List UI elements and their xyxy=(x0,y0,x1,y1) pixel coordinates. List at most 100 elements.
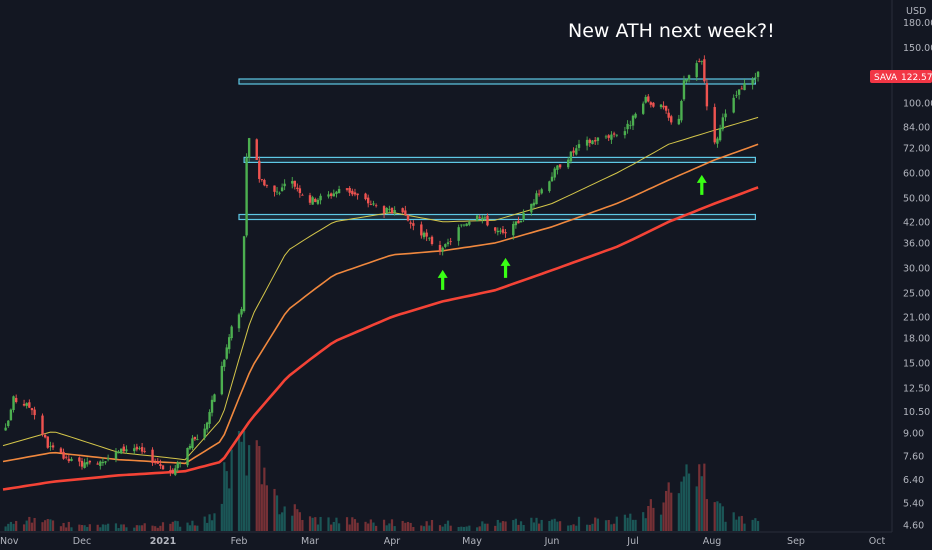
candle xyxy=(501,226,505,235)
volume-bar xyxy=(695,486,698,531)
time-axis[interactable]: Nov Dec 2021 Feb Mar Apr May Jun Jul Aug Sep Oct xyxy=(0,536,885,547)
candle xyxy=(25,402,28,409)
candle xyxy=(685,78,688,84)
candle xyxy=(588,138,591,147)
volume-bar xyxy=(78,524,81,531)
candle xyxy=(519,220,523,223)
time-tick-label: Dec xyxy=(73,536,91,547)
candle xyxy=(345,188,349,192)
time-tick-label: 2021 xyxy=(150,536,176,547)
volume-bar xyxy=(125,527,128,531)
candle xyxy=(14,394,18,404)
candle xyxy=(569,151,573,164)
volume-bar xyxy=(4,526,7,531)
candle xyxy=(481,215,484,224)
volume-bar xyxy=(680,481,683,531)
volume-bar xyxy=(159,525,162,531)
candle xyxy=(406,214,410,222)
volume-bar xyxy=(375,525,378,531)
candle xyxy=(567,156,570,170)
volume-bar xyxy=(141,525,144,531)
volume-bar xyxy=(332,521,335,531)
candle xyxy=(67,454,71,464)
candle xyxy=(514,221,518,229)
volume-bar xyxy=(613,523,616,531)
volume-bar xyxy=(186,522,189,531)
candle xyxy=(237,312,241,333)
volume-bar xyxy=(634,519,637,531)
candle xyxy=(369,200,373,206)
candle xyxy=(114,447,118,463)
volume-bar xyxy=(99,527,102,531)
candle xyxy=(465,223,468,227)
candle xyxy=(30,407,34,415)
volume-bar xyxy=(46,519,49,531)
candle xyxy=(604,134,608,140)
candle xyxy=(298,185,302,198)
volume-bar xyxy=(724,521,727,531)
volume-bar xyxy=(647,505,650,531)
candle xyxy=(388,205,391,213)
price-tick-label: 7.60 xyxy=(903,452,924,463)
volume-bar xyxy=(237,431,241,531)
volume-bar xyxy=(382,519,386,531)
volume-bar xyxy=(338,523,341,531)
candle xyxy=(478,214,481,219)
up-arrow-icon xyxy=(500,257,511,278)
candle xyxy=(296,183,299,192)
volume-bar xyxy=(514,518,517,531)
volume-bar xyxy=(44,520,47,531)
volume-bar xyxy=(245,475,248,531)
volume-bar xyxy=(367,523,370,531)
volume-bar xyxy=(293,504,296,531)
candle xyxy=(724,109,727,122)
candle xyxy=(96,461,99,465)
candle xyxy=(143,447,146,454)
volume-bar xyxy=(88,524,91,531)
candle xyxy=(280,183,284,192)
candle xyxy=(308,192,312,206)
price-tick-label: 150.00 xyxy=(903,43,932,54)
candle xyxy=(530,203,533,216)
volume-bar xyxy=(169,523,172,531)
candle xyxy=(7,420,10,428)
candle xyxy=(191,435,194,450)
volume-bar xyxy=(522,524,525,531)
candle xyxy=(732,94,735,114)
volume-bar xyxy=(649,499,652,531)
candle xyxy=(631,114,635,130)
volume-bar xyxy=(114,523,118,531)
candle xyxy=(80,457,84,470)
up-arrow-icon xyxy=(437,269,448,290)
volume-bar xyxy=(22,524,26,531)
volume-bar xyxy=(665,490,668,531)
price-tick-label: 12.50 xyxy=(903,383,930,394)
volume-bar xyxy=(206,522,209,531)
volume-bar xyxy=(631,519,635,531)
volume-bar xyxy=(740,515,743,531)
candle xyxy=(83,458,86,469)
volume-bar xyxy=(12,523,15,531)
time-tick-label: Mar xyxy=(301,536,319,547)
volume-bar xyxy=(572,524,575,531)
candle xyxy=(43,433,47,439)
candle xyxy=(327,191,330,199)
volume-bar xyxy=(519,521,523,531)
volume-bar xyxy=(388,523,391,531)
volume-bar xyxy=(404,522,407,531)
volume-bar xyxy=(591,523,594,531)
volume-bar xyxy=(517,524,520,531)
candle xyxy=(176,460,179,472)
candle xyxy=(62,448,65,460)
volume-bar xyxy=(179,526,182,531)
candle xyxy=(193,436,197,441)
volume-bar xyxy=(732,512,735,531)
volume-bar xyxy=(143,523,146,531)
candle xyxy=(698,58,701,63)
volume-bar xyxy=(494,525,497,531)
price-axis[interactable]: 180.00150.00120.00100.0084.0072.0060.005… xyxy=(903,18,932,531)
volume-bar xyxy=(161,522,165,531)
price-tick-label: 25.00 xyxy=(903,288,930,299)
volume-bar xyxy=(154,526,157,531)
